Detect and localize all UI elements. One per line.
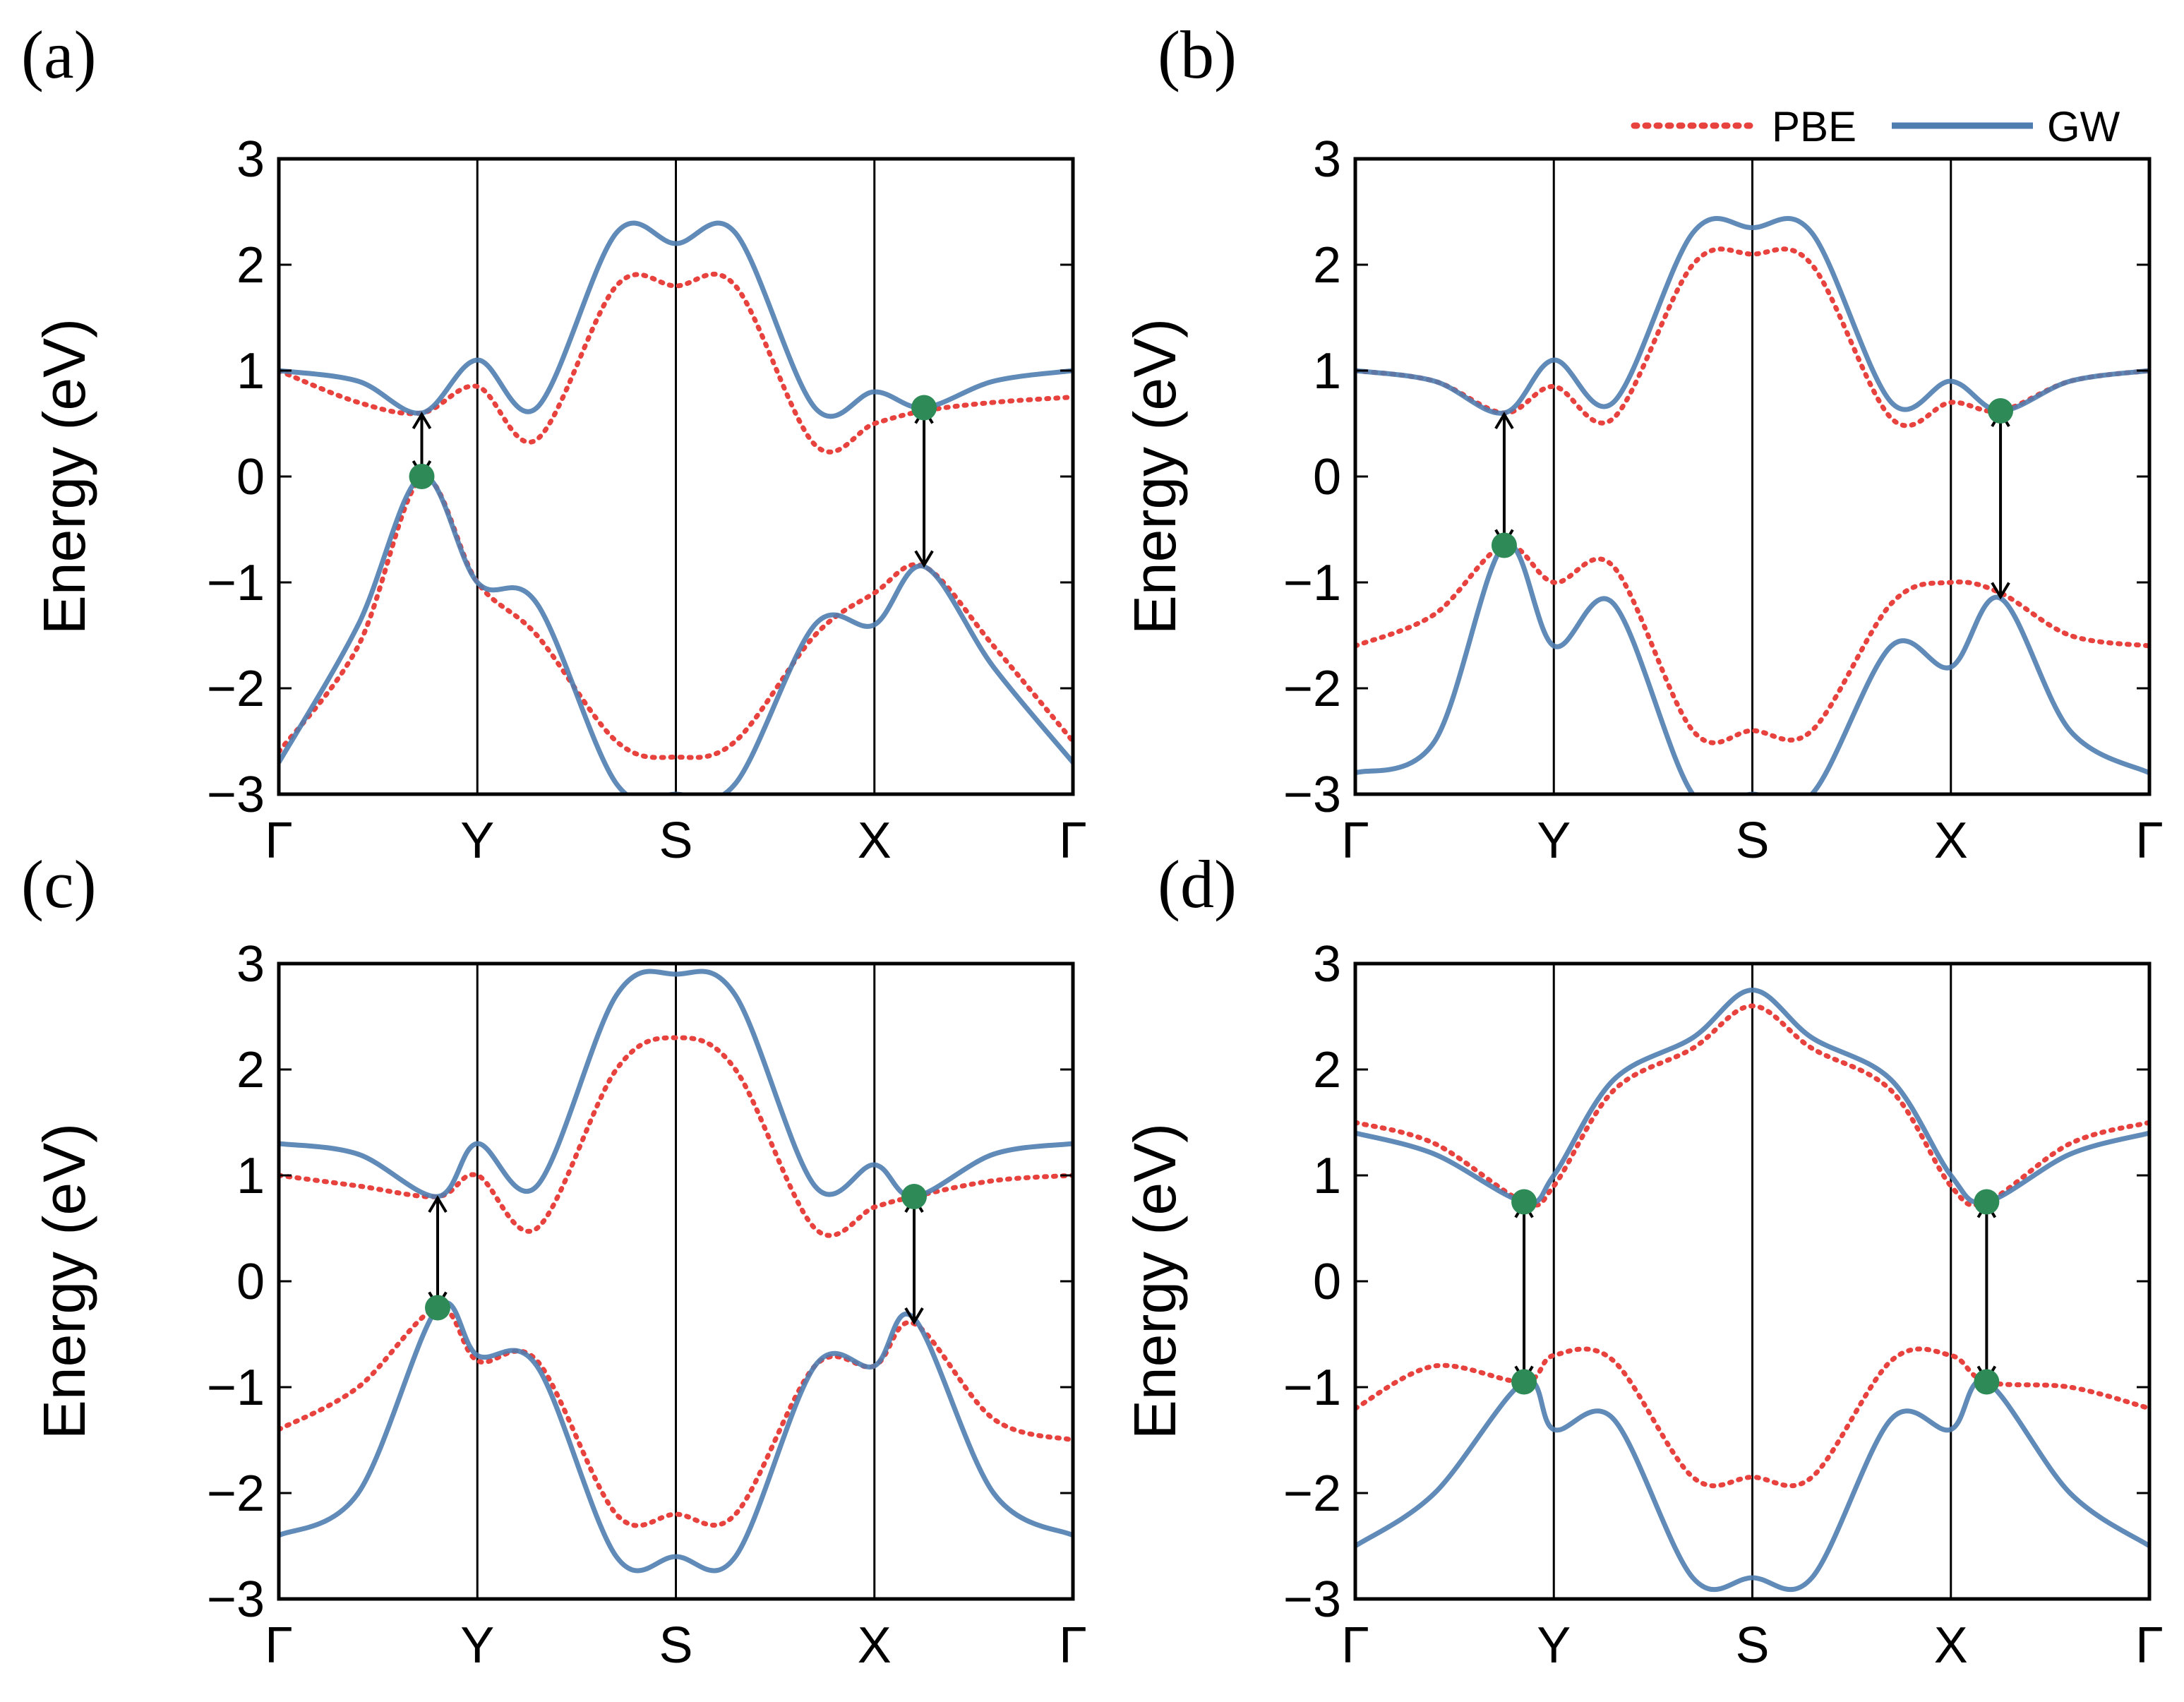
ytick-label: 2 xyxy=(1313,1042,1341,1098)
y-axis-label: Energy (eV) xyxy=(31,1123,97,1439)
gap-arrow-2 xyxy=(1991,409,2010,600)
band-edge-marker-2 xyxy=(1988,398,2014,424)
panel-label: (c) xyxy=(21,846,97,922)
legend-gw-label: GW xyxy=(2047,103,2120,150)
xtick-label-3: S xyxy=(1735,1617,1769,1674)
xtick-label-5: Γ xyxy=(1059,1617,1087,1674)
panel-label: (b) xyxy=(1158,17,1237,92)
legend: PBE GW xyxy=(1631,103,2120,150)
xtick-label-4: X xyxy=(1934,813,1968,869)
gap-arrow-1 xyxy=(1514,1200,1534,1384)
ytick-label: 1 xyxy=(236,1148,265,1204)
ytick-label: −2 xyxy=(1283,661,1341,717)
xtick-label-2: Y xyxy=(1537,813,1571,869)
ytick-label: 2 xyxy=(1313,237,1341,294)
xtick-label-1: Γ xyxy=(265,1617,293,1674)
ytick-label: 3 xyxy=(1313,936,1341,993)
gap-arrow-2 xyxy=(914,406,934,568)
ytick-label: −3 xyxy=(207,1571,265,1628)
band-edge-marker-1 xyxy=(1511,1369,1537,1395)
ytick-label: 2 xyxy=(236,237,265,294)
xtick-label-1: Γ xyxy=(1341,1617,1369,1674)
xtick-label-4: X xyxy=(858,813,892,869)
band-edge-marker-3 xyxy=(1974,1369,2000,1395)
ytick-label: 3 xyxy=(236,936,265,993)
xtick-label-1: Γ xyxy=(1341,813,1369,869)
ytick-label: 0 xyxy=(1313,1254,1341,1310)
band-edge-marker-2 xyxy=(911,395,937,421)
band-edge-marker-2 xyxy=(1511,1189,1537,1215)
y-axis-label: Energy (eV) xyxy=(1122,318,1188,635)
ytick-label: 0 xyxy=(236,449,265,505)
ytick-label: 1 xyxy=(1313,343,1341,400)
ytick-label: −2 xyxy=(207,661,265,717)
y-axis-label: Energy (eV) xyxy=(1122,1123,1188,1439)
ytick-label: −2 xyxy=(1283,1466,1341,1522)
ytick-label: 0 xyxy=(236,1254,265,1310)
xtick-label-3: S xyxy=(659,1617,692,1674)
ytick-label: −1 xyxy=(1283,555,1341,611)
gap-arrow-2 xyxy=(1976,1200,1997,1384)
band-edge-marker-4 xyxy=(1974,1189,2000,1215)
ytick-label: 0 xyxy=(1313,449,1341,505)
ytick-label: −3 xyxy=(207,767,265,823)
ytick-label: −2 xyxy=(207,1466,265,1522)
gap-arrow-2 xyxy=(904,1195,924,1325)
xtick-label-5: Γ xyxy=(1059,813,1087,869)
xtick-label-1: Γ xyxy=(265,813,293,869)
ytick-label: 1 xyxy=(1313,1148,1341,1204)
ytick-label: −1 xyxy=(207,555,265,611)
xtick-label-3: S xyxy=(1735,813,1769,869)
ytick-label: 2 xyxy=(236,1042,265,1098)
xtick-label-3: S xyxy=(659,813,692,869)
ytick-label: −3 xyxy=(1283,767,1341,823)
band-edge-marker-1 xyxy=(409,464,435,489)
band-edge-marker-2 xyxy=(901,1184,927,1209)
xtick-label-2: Y xyxy=(460,813,494,869)
ytick-label: 3 xyxy=(1313,131,1341,188)
xtick-label-5: Γ xyxy=(2135,813,2164,869)
ytick-label: −1 xyxy=(207,1360,265,1416)
ytick-label: −1 xyxy=(1283,1360,1341,1416)
band-edge-marker-1 xyxy=(425,1295,450,1321)
panel-label: (a) xyxy=(21,17,97,92)
ytick-label: 3 xyxy=(236,131,265,188)
panel-label: (d) xyxy=(1158,846,1237,922)
y-axis-label: Energy (eV) xyxy=(31,318,97,635)
ytick-label: −3 xyxy=(1283,1571,1341,1628)
gap-arrow-1 xyxy=(1494,412,1514,547)
band-edge-marker-1 xyxy=(1491,532,1517,558)
gap-arrow-1 xyxy=(428,1195,448,1310)
ytick-label: 1 xyxy=(236,343,265,400)
xtick-label-4: X xyxy=(858,1617,892,1674)
xtick-label-2: Y xyxy=(1537,1617,1571,1674)
xtick-label-2: Y xyxy=(460,1617,494,1674)
xtick-label-5: Γ xyxy=(2135,1617,2164,1674)
legend-pbe-label: PBE xyxy=(1772,103,1856,150)
xtick-label-4: X xyxy=(1934,1617,1968,1674)
